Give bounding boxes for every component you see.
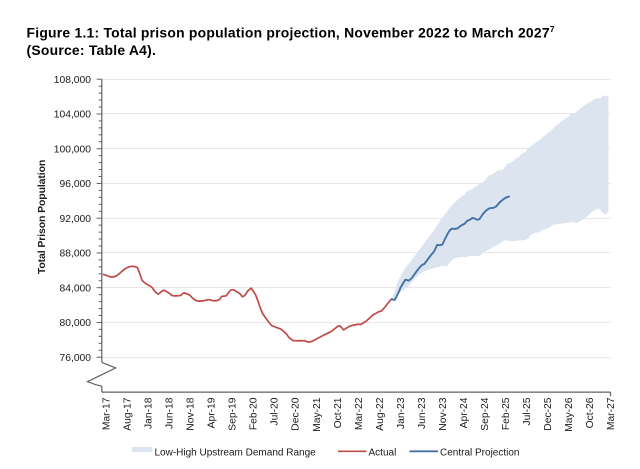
svg-text:100,000: 100,000 bbox=[54, 144, 91, 155]
svg-text:Low-High Upstream Demand Range: Low-High Upstream Demand Range bbox=[155, 447, 317, 458]
svg-text:Central Projection: Central Projection bbox=[440, 447, 519, 458]
svg-text:Jul-20: Jul-20 bbox=[270, 397, 281, 425]
svg-text:108,000: 108,000 bbox=[54, 75, 91, 86]
svg-text:Feb-25: Feb-25 bbox=[501, 397, 512, 430]
svg-text:Dec-20: Dec-20 bbox=[291, 397, 302, 430]
svg-text:Total Prison Population: Total Prison Population bbox=[36, 160, 48, 274]
svg-text:Aug-17: Aug-17 bbox=[122, 397, 133, 430]
svg-text:Apr-19: Apr-19 bbox=[207, 397, 218, 428]
svg-text:Mar-27: Mar-27 bbox=[606, 397, 617, 430]
svg-text:Oct-21: Oct-21 bbox=[333, 397, 344, 428]
svg-text:Mar-22: Mar-22 bbox=[354, 397, 365, 430]
svg-text:80,000: 80,000 bbox=[60, 318, 92, 329]
svg-text:Jun-18: Jun-18 bbox=[165, 397, 176, 429]
svg-text:May-21: May-21 bbox=[312, 397, 323, 432]
svg-text:Nov-18: Nov-18 bbox=[186, 397, 197, 430]
svg-text:Actual: Actual bbox=[369, 447, 397, 458]
svg-text:Oct-26: Oct-26 bbox=[585, 397, 596, 428]
svg-text:96,000: 96,000 bbox=[60, 179, 92, 190]
svg-text:84,000: 84,000 bbox=[60, 283, 92, 294]
svg-text:Sep-24: Sep-24 bbox=[480, 397, 491, 430]
svg-text:Aug-22: Aug-22 bbox=[375, 397, 386, 430]
svg-text:May-26: May-26 bbox=[564, 397, 575, 432]
svg-text:Nov-23: Nov-23 bbox=[438, 397, 449, 430]
svg-text:Jan-18: Jan-18 bbox=[144, 397, 155, 429]
svg-text:Sep-19: Sep-19 bbox=[228, 397, 239, 430]
svg-text:Feb-20: Feb-20 bbox=[249, 397, 260, 430]
svg-text:76,000: 76,000 bbox=[60, 353, 92, 364]
svg-text:Jul-25: Jul-25 bbox=[522, 397, 533, 425]
svg-text:Apr-24: Apr-24 bbox=[459, 397, 470, 428]
svg-text:Jan-23: Jan-23 bbox=[396, 397, 407, 429]
svg-text:Dec-25: Dec-25 bbox=[543, 397, 554, 430]
svg-text:Mar-17: Mar-17 bbox=[101, 397, 112, 430]
svg-text:92,000: 92,000 bbox=[60, 214, 92, 225]
svg-text:88,000: 88,000 bbox=[60, 249, 92, 260]
svg-text:Jun-23: Jun-23 bbox=[417, 397, 428, 429]
svg-text:104,000: 104,000 bbox=[54, 110, 91, 121]
